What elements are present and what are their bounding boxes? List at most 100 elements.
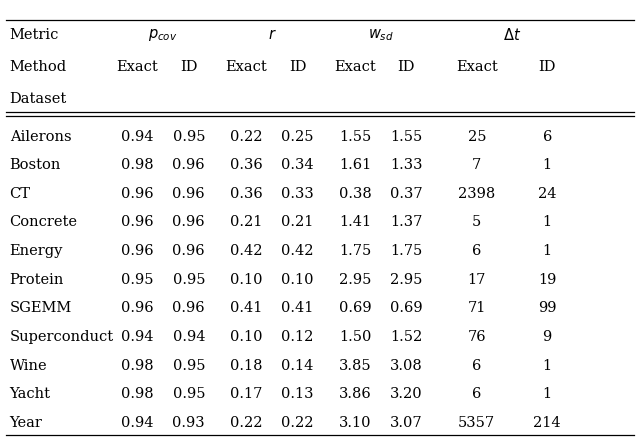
Text: 0.96: 0.96 [173,215,205,230]
Text: $w_{sd}$: $w_{sd}$ [368,28,394,43]
Text: Ailerons: Ailerons [10,130,71,143]
Text: 9: 9 [543,330,552,344]
Text: 7: 7 [472,158,481,172]
Text: 0.95: 0.95 [173,387,205,401]
Text: 1.55: 1.55 [339,130,371,143]
Text: SGEMM: SGEMM [10,301,72,315]
Text: Year: Year [10,416,42,430]
Text: 0.69: 0.69 [339,301,371,315]
Text: 0.96: 0.96 [122,244,154,258]
Text: 1: 1 [543,158,552,172]
Text: 76: 76 [467,330,486,344]
Text: 0.96: 0.96 [122,215,154,230]
Text: 5: 5 [472,215,481,230]
Text: 0.14: 0.14 [282,359,314,373]
Text: 0.21: 0.21 [282,215,314,230]
Text: 0.36: 0.36 [230,158,263,172]
Text: Exact: Exact [334,60,376,74]
Text: 0.93: 0.93 [173,416,205,430]
Text: 0.94: 0.94 [122,130,154,143]
Text: 214: 214 [533,416,561,430]
Text: 0.96: 0.96 [173,301,205,315]
Text: Method: Method [10,60,67,74]
Text: 1.33: 1.33 [390,158,422,172]
Text: 1: 1 [543,387,552,401]
Text: 1: 1 [543,215,552,230]
Text: 25: 25 [468,130,486,143]
Text: 1.75: 1.75 [339,244,371,258]
Text: 0.38: 0.38 [339,187,372,201]
Text: 1.41: 1.41 [339,215,371,230]
Text: 0.13: 0.13 [282,387,314,401]
Text: ID: ID [397,60,415,74]
Text: Boston: Boston [10,158,61,172]
Text: 0.22: 0.22 [230,416,262,430]
Text: 0.95: 0.95 [122,273,154,287]
Text: 0.10: 0.10 [282,273,314,287]
Text: 3.20: 3.20 [390,387,422,401]
Text: 0.17: 0.17 [230,387,262,401]
Text: 0.41: 0.41 [230,301,262,315]
Text: 3.07: 3.07 [390,416,422,430]
Text: Wine: Wine [10,359,47,373]
Text: 0.95: 0.95 [173,273,205,287]
Text: 0.98: 0.98 [122,387,154,401]
Text: 0.94: 0.94 [122,330,154,344]
Text: 2398: 2398 [458,187,495,201]
Text: 19: 19 [538,273,556,287]
Text: 0.37: 0.37 [390,187,422,201]
Text: $\Delta t$: $\Delta t$ [503,28,521,44]
Text: 1.75: 1.75 [390,244,422,258]
Text: 24: 24 [538,187,556,201]
Text: 0.10: 0.10 [230,273,262,287]
Text: 3.10: 3.10 [339,416,371,430]
Text: 0.41: 0.41 [282,301,314,315]
Text: 0.95: 0.95 [173,130,205,143]
Text: 0.96: 0.96 [173,158,205,172]
Text: 5357: 5357 [458,416,495,430]
Text: 0.94: 0.94 [173,330,205,344]
Text: 0.95: 0.95 [173,359,205,373]
Text: 0.10: 0.10 [230,330,262,344]
Text: 6: 6 [543,130,552,143]
Text: CT: CT [10,187,31,201]
Text: 0.96: 0.96 [173,244,205,258]
Text: 0.94: 0.94 [122,416,154,430]
Text: 1: 1 [543,359,552,373]
Text: 0.34: 0.34 [282,158,314,172]
Text: 1: 1 [543,244,552,258]
Text: 3.86: 3.86 [339,387,372,401]
Text: 2.95: 2.95 [339,273,371,287]
Text: 99: 99 [538,301,556,315]
Text: 1.37: 1.37 [390,215,422,230]
Text: 0.96: 0.96 [173,187,205,201]
Text: 0.21: 0.21 [230,215,262,230]
Text: Protein: Protein [10,273,64,287]
Text: ID: ID [538,60,556,74]
Text: 0.22: 0.22 [282,416,314,430]
Text: 0.25: 0.25 [282,130,314,143]
Text: 1.52: 1.52 [390,330,422,344]
Text: 1.50: 1.50 [339,330,371,344]
Text: ID: ID [289,60,307,74]
Text: Exact: Exact [225,60,268,74]
Text: Concrete: Concrete [10,215,77,230]
Text: 0.18: 0.18 [230,359,262,373]
Text: 0.42: 0.42 [230,244,262,258]
Text: 0.98: 0.98 [122,359,154,373]
Text: 6: 6 [472,387,481,401]
Text: 0.36: 0.36 [230,187,263,201]
Text: Yacht: Yacht [10,387,51,401]
Text: 2.95: 2.95 [390,273,422,287]
Text: ID: ID [180,60,198,74]
Text: Energy: Energy [10,244,63,258]
Text: 0.69: 0.69 [390,301,422,315]
Text: $p_{cov}$: $p_{cov}$ [148,28,178,44]
Text: 1.61: 1.61 [339,158,371,172]
Text: 0.33: 0.33 [281,187,314,201]
Text: 0.96: 0.96 [122,187,154,201]
Text: 3.85: 3.85 [339,359,371,373]
Text: 0.12: 0.12 [282,330,314,344]
Text: Superconduct: Superconduct [10,330,114,344]
Text: Exact: Exact [116,60,159,74]
